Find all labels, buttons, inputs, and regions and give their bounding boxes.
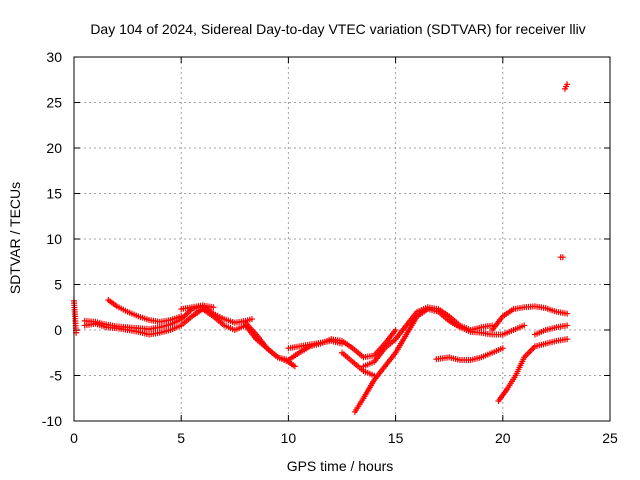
- data-point: [339, 340, 345, 347]
- series-sat-g: [285, 337, 345, 352]
- data-point: [210, 304, 217, 311]
- x-tick-label: 5: [177, 430, 185, 446]
- data-point: [248, 316, 255, 323]
- plot-frame: [73, 56, 611, 422]
- data-point: [564, 310, 571, 317]
- y-tick-label: 15: [46, 186, 62, 202]
- x-tick-label: 20: [495, 430, 511, 446]
- y-tick-label: -10: [42, 413, 62, 429]
- data-point: [291, 363, 298, 370]
- series-sat-l: [489, 303, 571, 333]
- data-point: [521, 322, 528, 329]
- y-tick-label: 25: [46, 95, 62, 111]
- data-point: [564, 81, 571, 88]
- series-sat-d: [105, 296, 185, 325]
- series-sat-e: [178, 302, 217, 313]
- series-sat-f: [242, 319, 399, 364]
- y-tick-label: 0: [54, 322, 62, 338]
- y-tick-label: -5: [50, 368, 63, 384]
- data-point: [564, 336, 571, 343]
- series-sat-m: [495, 336, 571, 404]
- series-sat-n: [531, 322, 571, 338]
- y-tick-label: 10: [46, 231, 62, 247]
- data-point: [392, 327, 399, 333]
- series-sat-a: [71, 297, 80, 336]
- x-tick-label: 0: [70, 430, 78, 446]
- x-tick-label: 25: [602, 430, 618, 446]
- data-point: [564, 322, 571, 329]
- series-sat-j: [360, 304, 496, 370]
- x-tick-label: 15: [388, 430, 404, 446]
- data-points: [71, 81, 571, 415]
- grid: [74, 57, 610, 421]
- x-tick-label: 10: [281, 430, 297, 446]
- data-point: [559, 254, 566, 261]
- y-tick-label: 30: [46, 49, 62, 65]
- series-sat-b: [81, 306, 298, 370]
- chart-title: Day 104 of 2024, Sidereal Day-to-day VTE…: [90, 21, 585, 37]
- series-sat-o: [557, 81, 571, 261]
- y-tick-label: 5: [54, 277, 62, 293]
- series-sat-k: [433, 345, 506, 364]
- data-point: [499, 345, 506, 352]
- y-axis-label: SDTVAR / TECUs: [7, 182, 23, 294]
- y-tick-label: 20: [46, 140, 62, 156]
- axis-ticks: 0 5 10 15 20 25 -10 -5 0 5 10 15 20 25 30: [42, 49, 618, 446]
- data-point: [178, 313, 185, 320]
- x-axis-label: GPS time / hours: [287, 458, 394, 474]
- series-sat-c: [81, 303, 255, 333]
